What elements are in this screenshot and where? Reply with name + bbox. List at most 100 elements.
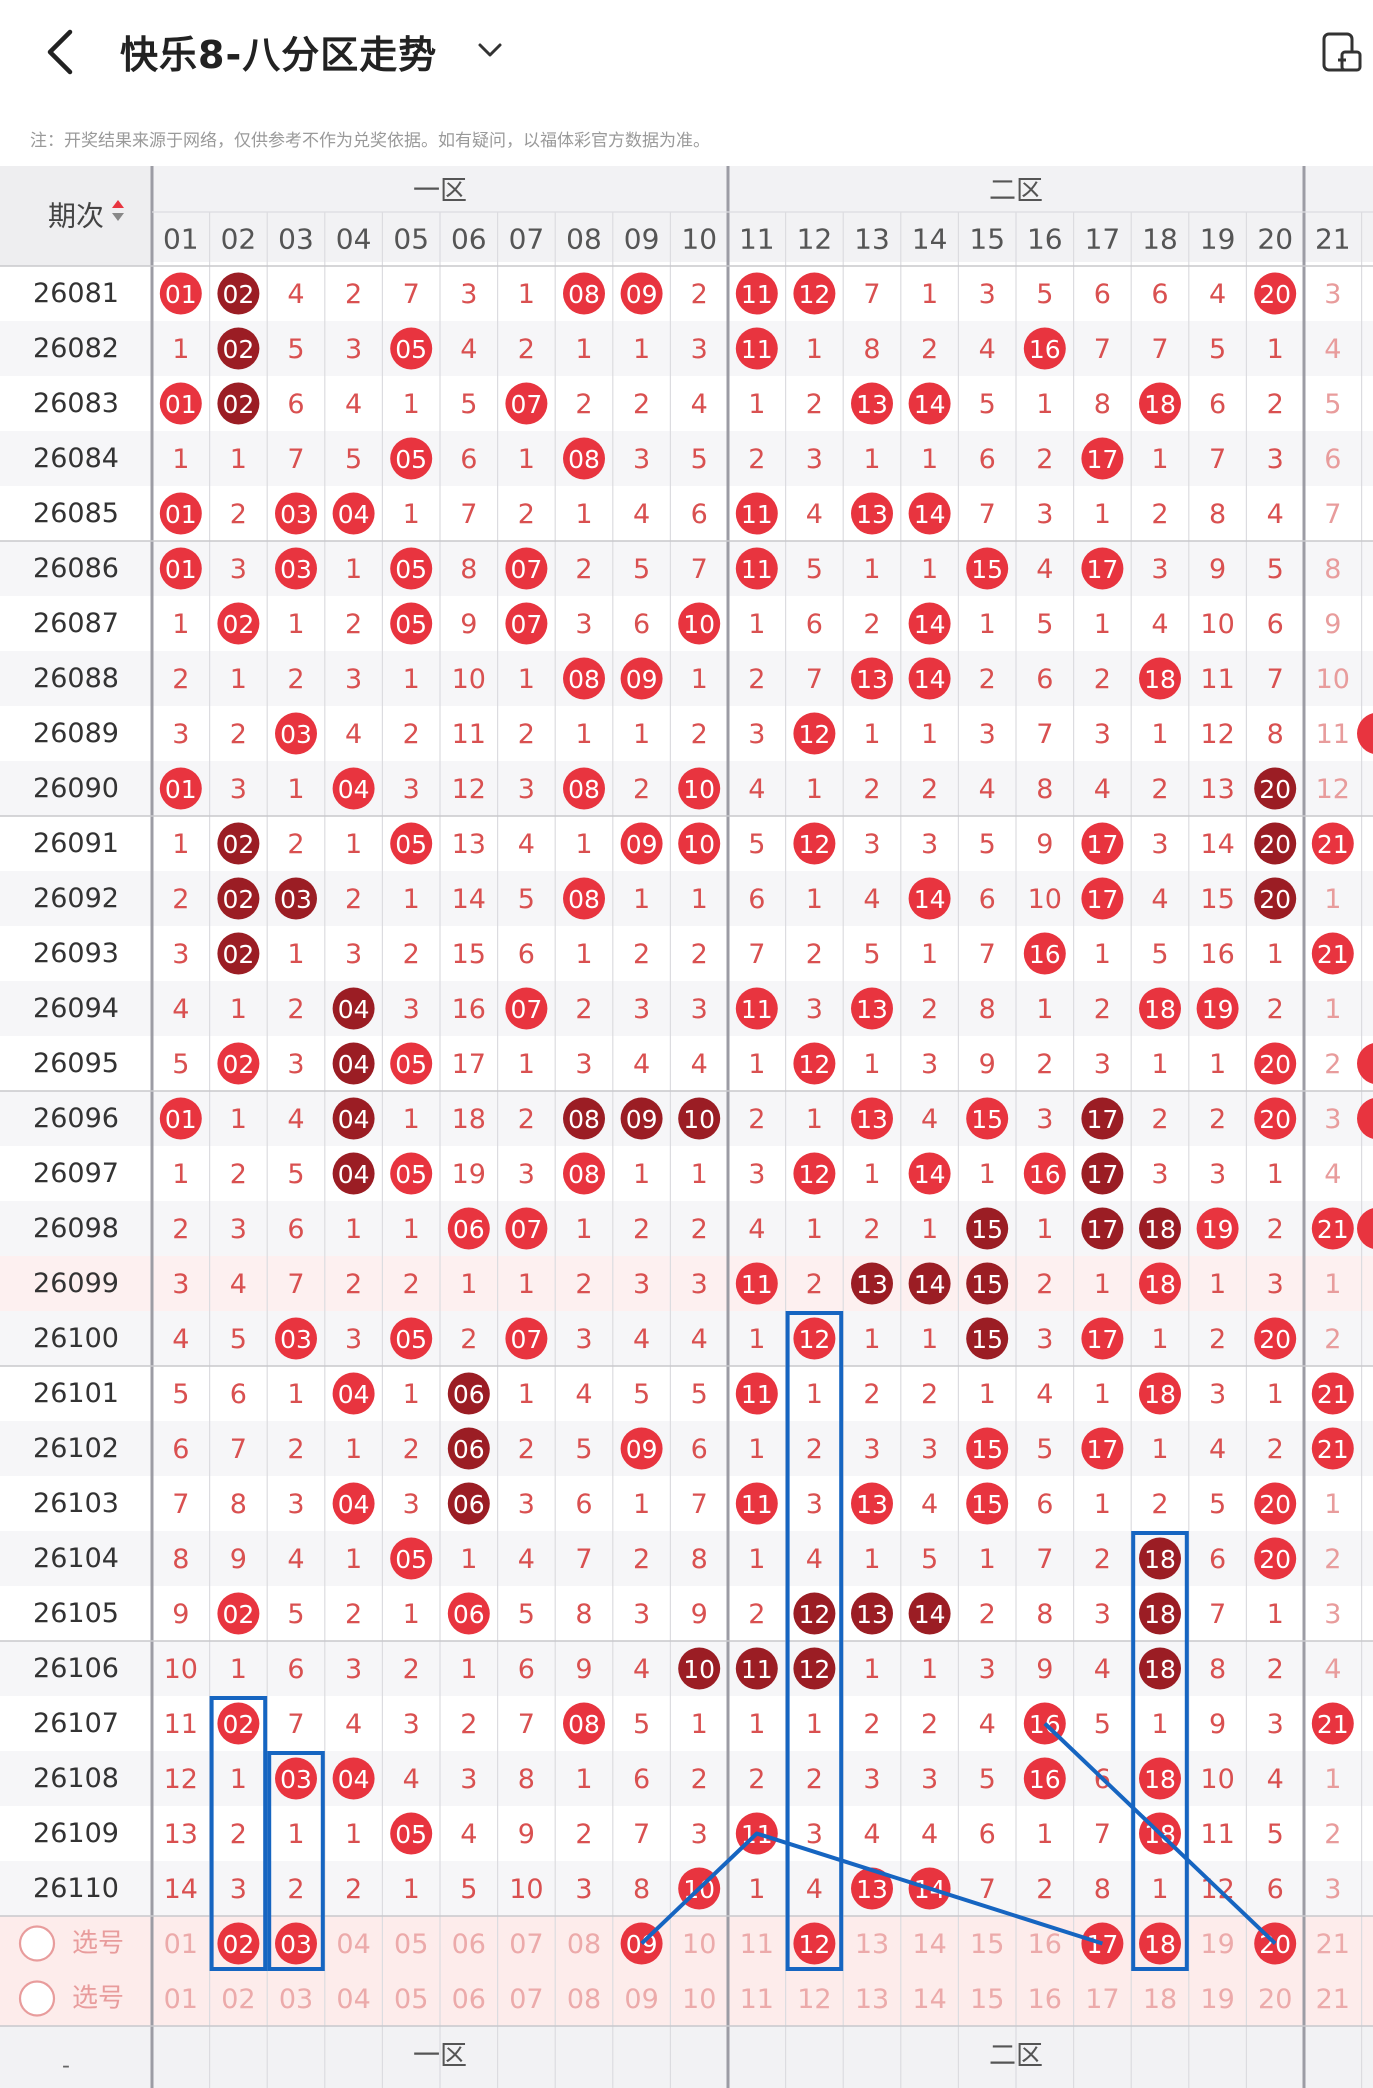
drawn-ball	[851, 492, 893, 535]
select-number[interactable]: 07	[509, 1929, 543, 1960]
miss-count: 1	[1151, 1049, 1168, 1080]
selected-ball-number[interactable]: 12	[798, 1930, 830, 1959]
select-number[interactable]: 15	[970, 1929, 1004, 1960]
select-number[interactable]: 16	[1028, 1984, 1062, 2015]
miss-count: 1	[1324, 884, 1341, 915]
selected-ball[interactable]	[217, 1922, 260, 1965]
miss-count: 2	[691, 279, 708, 310]
select-number[interactable]: 13	[855, 1984, 889, 2015]
chevron-left-icon[interactable]	[38, 26, 84, 78]
column-header-07: 07	[509, 223, 545, 256]
drawn-ball	[390, 1537, 433, 1580]
select-number[interactable]: 09	[624, 1984, 658, 2015]
select-number[interactable]: 20	[1258, 1984, 1292, 2015]
select-number[interactable]: 17	[1085, 1984, 1119, 2015]
miss-count: 2	[230, 719, 247, 750]
select-number[interactable]: 11	[740, 1984, 774, 2015]
miss-count: 2	[863, 1214, 880, 1245]
share-icon[interactable]	[1320, 30, 1364, 74]
select-number[interactable]: 02	[221, 1984, 255, 2015]
select-number[interactable]: 07	[509, 1984, 543, 2015]
zone-label: 一区	[413, 176, 467, 207]
column-header-10: 10	[681, 223, 717, 256]
sort-up-icon[interactable]	[112, 200, 124, 208]
drawn-ball-number: 05	[395, 610, 427, 639]
miss-count: 8	[1094, 389, 1111, 420]
miss-count: 2	[575, 994, 592, 1025]
select-number[interactable]: 04	[336, 1984, 370, 2015]
selected-ball-number[interactable]: 18	[1144, 1930, 1176, 1959]
drawn-ball-number: 05	[395, 555, 427, 584]
select-number[interactable]: 06	[452, 1984, 486, 2015]
miss-count: 1	[287, 1819, 304, 1850]
miss-count: 2	[345, 1599, 362, 1630]
select-number[interactable]: 14	[912, 1929, 946, 1960]
drawn-ball	[563, 657, 605, 700]
miss-count: 7	[403, 279, 420, 310]
miss-count: 3	[230, 1874, 247, 1905]
select-number[interactable]: 19	[1200, 1929, 1234, 1960]
select-row-label[interactable]: 选号	[72, 1984, 124, 2014]
select-row-radio[interactable]	[18, 1925, 56, 1962]
drawn-ball	[793, 822, 836, 865]
drawn-ball-number: 17	[1086, 1105, 1118, 1134]
miss-count: 7	[172, 1489, 189, 1520]
miss-count: 1	[1151, 1324, 1168, 1355]
drawn-ball	[505, 1207, 548, 1250]
drawn-ball	[217, 382, 260, 425]
select-row-label[interactable]: 选号	[72, 1929, 124, 1959]
select-number[interactable]: 08	[567, 1929, 601, 1960]
select-number[interactable]: 01	[164, 1984, 198, 2015]
select-number[interactable]: 19	[1200, 1984, 1234, 2015]
drawn-ball	[1139, 1592, 1181, 1635]
selected-ball-number[interactable]: 02	[222, 1930, 254, 1959]
drawn-ball-number: 13	[856, 390, 888, 419]
select-number[interactable]: 18	[1143, 1984, 1177, 2015]
select-number[interactable]: 10	[682, 1929, 716, 1960]
select-number[interactable]: 12	[797, 1984, 831, 2015]
sort-down-icon[interactable]	[112, 213, 124, 221]
select-row-radio[interactable]	[18, 1980, 56, 2017]
select-number[interactable]: 05	[394, 1984, 428, 2015]
miss-count: 5	[806, 554, 823, 585]
chevron-down-icon[interactable]	[474, 38, 506, 62]
drawn-ball-number: 01	[165, 500, 197, 529]
select-number[interactable]: 11	[740, 1929, 774, 1960]
miss-count: 1	[1151, 719, 1168, 750]
miss-count: 1	[575, 719, 592, 750]
miss-count: 2	[633, 1544, 650, 1575]
drawn-ball-number: 11	[741, 500, 773, 529]
selected-ball-number[interactable]: 03	[280, 1930, 312, 1959]
drawn-ball	[217, 877, 260, 920]
period-header-cell	[0, 166, 152, 266]
select-number[interactable]: 01	[164, 1929, 198, 1960]
select-number[interactable]: 03	[279, 1984, 313, 2015]
select-number[interactable]: 04	[336, 1929, 370, 1960]
select-number[interactable]: 14	[912, 1984, 946, 2015]
miss-count: 1	[575, 829, 592, 860]
select-number[interactable]: 10	[682, 1984, 716, 2015]
selected-ball-number[interactable]: 17	[1086, 1930, 1118, 1959]
period-header[interactable]: 期次	[48, 200, 104, 233]
select-number[interactable]: 06	[452, 1929, 486, 1960]
selected-ball[interactable]	[275, 1922, 317, 1965]
select-number[interactable]: 21	[1316, 1929, 1350, 1960]
select-number[interactable]: 13	[855, 1929, 889, 1960]
period-label: 26094	[33, 993, 119, 1024]
miss-count: 4	[230, 1269, 247, 1300]
drawn-ball-number: 21	[1317, 1215, 1349, 1244]
miss-count: 4	[633, 499, 650, 530]
miss-count: 2	[691, 1214, 708, 1245]
select-number[interactable]: 05	[394, 1929, 428, 1960]
drawn-ball	[159, 767, 202, 810]
miss-count: 7	[287, 1709, 304, 1740]
miss-count: 5	[345, 444, 362, 475]
miss-count: 2	[1267, 1214, 1284, 1245]
select-number[interactable]: 08	[567, 1984, 601, 2015]
selected-ball[interactable]	[1139, 1922, 1181, 1965]
select-number[interactable]: 15	[970, 1984, 1004, 2015]
selected-ball[interactable]	[793, 1922, 836, 1965]
miss-count: 1	[979, 1159, 996, 1190]
select-number[interactable]: 16	[1028, 1929, 1062, 1960]
select-number[interactable]: 21	[1316, 1984, 1350, 2015]
